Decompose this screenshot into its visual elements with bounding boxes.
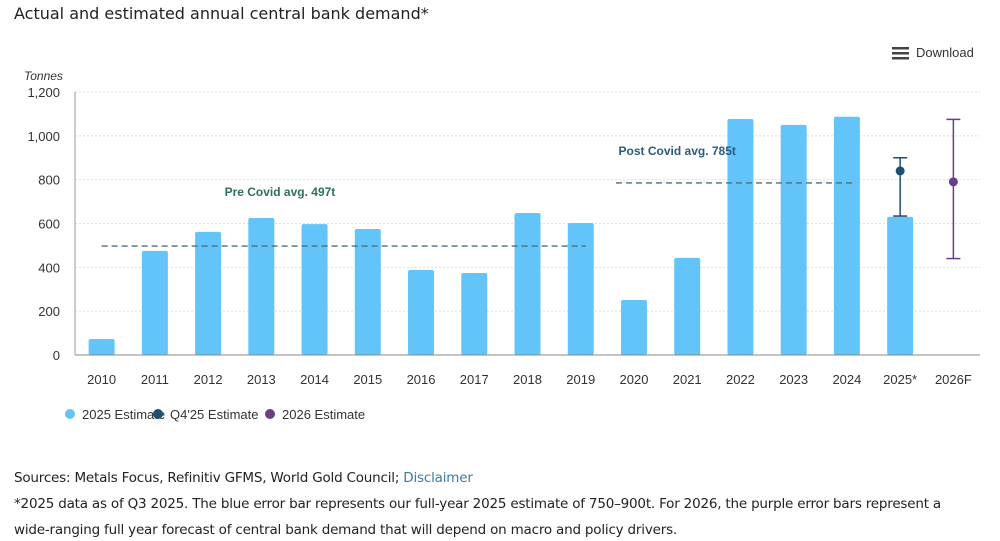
x-tick-label: 2014 [300, 372, 329, 387]
x-tick-label: 2021 [673, 372, 702, 387]
disclaimer-link[interactable]: Disclaimer [403, 470, 473, 486]
x-tick-label: 2015 [353, 372, 382, 387]
x-tick-label: 2012 [194, 372, 223, 387]
x-tick-label: 2024 [832, 372, 861, 387]
bar-2013 [248, 218, 275, 355]
bar-2020 [620, 299, 647, 355]
legend-marker [153, 409, 163, 419]
y-tick-label: 1,000 [27, 129, 60, 144]
bar-2014 [301, 224, 328, 355]
bar-2022 [727, 118, 754, 356]
bar-chart: 0 200 400 600 800 1,000 1,200 Tonnes 2010 2011 201… [24, 69, 980, 422]
legend-item[interactable]: Q4'25 Estimate [170, 407, 258, 422]
menu-icon [892, 46, 909, 59]
y-tick-label: 0 [53, 348, 60, 363]
legend-item[interactable]: 2026 Estimate [282, 407, 365, 422]
x-tick-label: 2026F [935, 372, 972, 387]
bar-2018 [514, 212, 541, 355]
bar-2025* [887, 216, 914, 355]
bar-2024 [833, 116, 860, 355]
x-tick-label: 2016 [407, 372, 436, 387]
x-tick-label: 2011 [141, 372, 169, 387]
bar-2012 [195, 231, 222, 355]
x-tick-label: 2022 [726, 372, 755, 387]
sources-text: Sources: Metals Focus, Refinitiv GFMS, W… [14, 470, 404, 486]
x-tick-label: 2023 [779, 372, 808, 387]
x-tick-label: 2019 [566, 372, 595, 387]
x-tick-label: 2010 [87, 372, 116, 387]
download-button[interactable]: Download [892, 45, 974, 60]
legend-marker [265, 409, 275, 419]
chart-title: Actual and estimated annual central bank… [14, 4, 429, 23]
bar-2021 [674, 257, 701, 355]
bar-2010 [88, 339, 115, 355]
x-tick-label: 2013 [247, 372, 276, 387]
legend-marker [65, 409, 75, 419]
sources-line: Sources: Metals Focus, Refinitiv GFMS, W… [14, 470, 473, 486]
footnote-line-1: *2025 data as of Q3 2025. The blue error… [14, 496, 941, 512]
bar-2016 [408, 269, 435, 355]
x-tick-label: 2017 [460, 372, 489, 387]
reference-label: Post Covid avg. 785t [619, 144, 736, 158]
x-tick-label: 2018 [513, 372, 542, 387]
error-point [895, 166, 905, 176]
bar-2019 [567, 223, 594, 355]
y-tick-label: 200 [38, 304, 60, 319]
x-tick-label: 2020 [620, 372, 649, 387]
legend-item[interactable]: 2025 Estimate [82, 407, 165, 422]
bar-2023 [780, 124, 807, 355]
footnote-line-2: wide-ranging full year forecast of centr… [14, 522, 677, 538]
bar-2011 [141, 250, 168, 355]
bar-2015 [354, 228, 381, 355]
y-tick-label: 800 [38, 173, 60, 188]
error-point [948, 177, 958, 187]
y-tick-label: 600 [38, 217, 60, 232]
bar-2017 [461, 273, 488, 355]
download-label: Download [916, 45, 974, 60]
y-axis-label: Tonnes [24, 69, 63, 83]
y-tick-label: 400 [38, 260, 60, 275]
reference-label: Pre Covid avg. 497t [225, 185, 336, 199]
x-tick-label: 2025* [883, 372, 917, 387]
y-tick-label: 1,200 [27, 85, 60, 100]
